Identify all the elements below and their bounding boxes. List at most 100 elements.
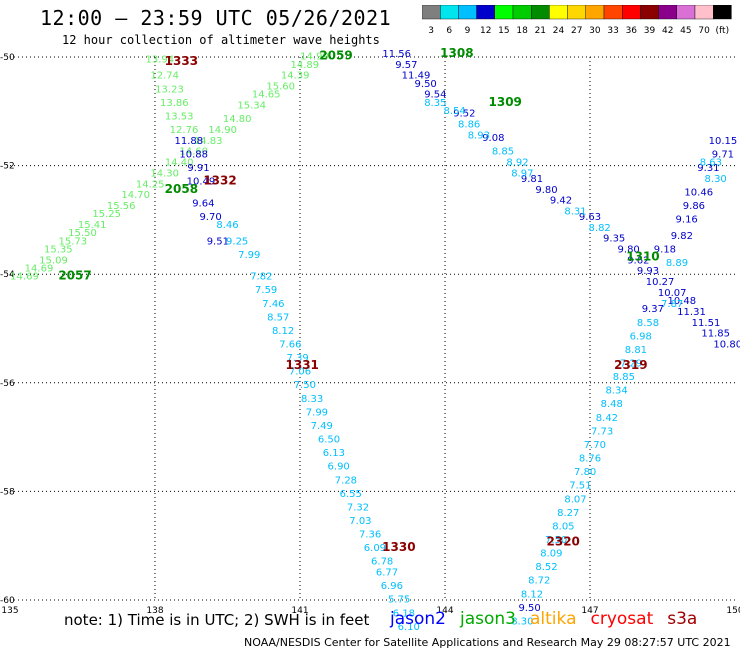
colorbar-label: 36 — [626, 26, 638, 36]
data-label: 8.09 — [540, 549, 562, 560]
pass-time-label: 2059 — [319, 49, 352, 63]
data-label: 8.86 — [458, 120, 480, 131]
data-label: 6.77 — [376, 568, 398, 579]
data-label: 7.80 — [574, 467, 596, 478]
data-label: 10.48 — [668, 296, 697, 307]
data-label: 14.65 — [252, 90, 281, 101]
chart-legend: jason2 jason3 altika cryosat s3a — [390, 609, 711, 629]
data-label: 8.63 — [700, 158, 722, 169]
colorbar-label: 3 — [428, 26, 434, 36]
data-label: 9.80 — [618, 244, 640, 255]
data-label: 7.87 — [661, 299, 683, 310]
y-tick-label: -56 — [0, 379, 15, 389]
data-label: 10.88 — [179, 149, 208, 160]
data-label: 9.37 — [642, 304, 664, 315]
data-label: 13.86 — [160, 98, 189, 109]
data-label: 8.82 — [589, 223, 611, 234]
data-label: 8.07 — [564, 494, 586, 505]
data-label: 11.88 — [175, 136, 204, 147]
data-label: 9.35 — [603, 234, 625, 245]
data-label: 7.51 — [569, 481, 591, 492]
colorbar-label: 42 — [662, 26, 673, 36]
data-label: 7.46 — [262, 299, 284, 310]
data-label: 9.42 — [550, 196, 572, 207]
data-label: 9.70 — [199, 212, 221, 223]
data-label: 9.52 — [453, 109, 475, 120]
data-label: 7.70 — [584, 440, 606, 451]
pass-time-label: 1333 — [165, 54, 198, 68]
data-label: 6.78 — [371, 557, 393, 568]
data-label: 8.85 — [492, 147, 514, 158]
pass-time-label: 2319 — [614, 358, 647, 372]
data-label: 9.18 — [654, 244, 676, 255]
data-label: 13.53 — [165, 111, 194, 122]
data-label: 15.25 — [92, 209, 121, 220]
data-label: 8.92 — [506, 158, 528, 169]
data-label: 10.07 — [658, 288, 687, 299]
colorbar-label: 45 — [680, 26, 691, 36]
x-tick-label: 141 — [291, 606, 308, 616]
pass-time-label: 2057 — [58, 269, 91, 283]
x-tick-label: 150 — [726, 606, 740, 616]
legend-entry: cryosat — [590, 609, 654, 629]
data-label: 9.62 — [627, 255, 649, 266]
colorbar-label: 18 — [516, 26, 528, 36]
data-label: 8.97 — [511, 168, 533, 179]
data-label: 9.08 — [482, 133, 504, 144]
data-label: 13.94 — [146, 54, 175, 65]
data-label: 15.41 — [78, 220, 107, 231]
colorbar-label: (ft) — [716, 26, 730, 36]
data-label: 7.36 — [359, 530, 381, 541]
data-label: 6.55 — [340, 489, 362, 500]
data-label: 10.46 — [684, 187, 713, 198]
data-label: 6.18 — [393, 608, 415, 619]
data-label: 6.98 — [630, 331, 652, 342]
data-label: 8.54 — [444, 106, 466, 117]
data-label: 9.82 — [671, 231, 693, 242]
data-label: 9.86 — [683, 201, 705, 212]
data-label: 11.85 — [701, 329, 730, 340]
data-label: 8.58 — [637, 318, 659, 329]
pass-time-label: 1330 — [382, 540, 415, 554]
x-tick-label: 147 — [581, 606, 598, 616]
data-label: 8.33 — [301, 394, 323, 405]
data-label: 7.32 — [347, 502, 369, 513]
pass-time-label: 1331 — [286, 358, 319, 372]
data-label: 9.91 — [187, 163, 209, 174]
data-label: 8.48 — [601, 399, 623, 410]
data-label: 8.42 — [596, 413, 618, 424]
data-label: 10.49 — [187, 177, 216, 188]
data-label: 10.80 — [713, 340, 740, 351]
data-label: 14.89 — [291, 60, 320, 71]
data-label: 8.89 — [666, 258, 688, 269]
colorbar: 3 6 9 12 15 18 21 24 27 30 33 36 39 42 45 70 (ft) — [422, 5, 732, 36]
data-label: 6.96 — [381, 581, 403, 592]
data-label: 6.10 — [398, 622, 420, 633]
data-label: 8.34 — [605, 386, 627, 397]
data-label: 8.31 — [564, 206, 586, 217]
data-label: 9.57 — [395, 60, 417, 71]
data-label: 9.54 — [424, 90, 446, 101]
colorbar-label: 12 — [480, 26, 491, 36]
data-label: 8.85 — [613, 372, 635, 383]
page-subtitle: 12 hour collection of altimeter wave hei… — [62, 33, 380, 47]
data-label: 9.51 — [207, 236, 229, 247]
data-label: 8.27 — [557, 508, 579, 519]
data-label: 10.15 — [709, 136, 738, 147]
data-label: 15.73 — [59, 236, 88, 247]
data-label: 15.50 — [68, 228, 97, 239]
data-label: 6.13 — [323, 448, 345, 459]
data-label: 8.72 — [528, 576, 550, 587]
colorbar-label: 9 — [465, 26, 471, 36]
pass-time-label: 1310 — [626, 250, 659, 264]
data-label: 8.76 — [579, 454, 601, 465]
colorbar-label: 24 — [553, 26, 565, 36]
data-label: 9.50 — [415, 79, 437, 90]
data-label: 9.81 — [521, 174, 543, 185]
colorbar-label: 39 — [644, 26, 656, 36]
y-tick-label: -60 — [0, 596, 15, 606]
x-tick-label: 144 — [436, 606, 453, 616]
data-label: 7.82 — [250, 272, 272, 283]
data-label: 14.40 — [165, 158, 194, 169]
